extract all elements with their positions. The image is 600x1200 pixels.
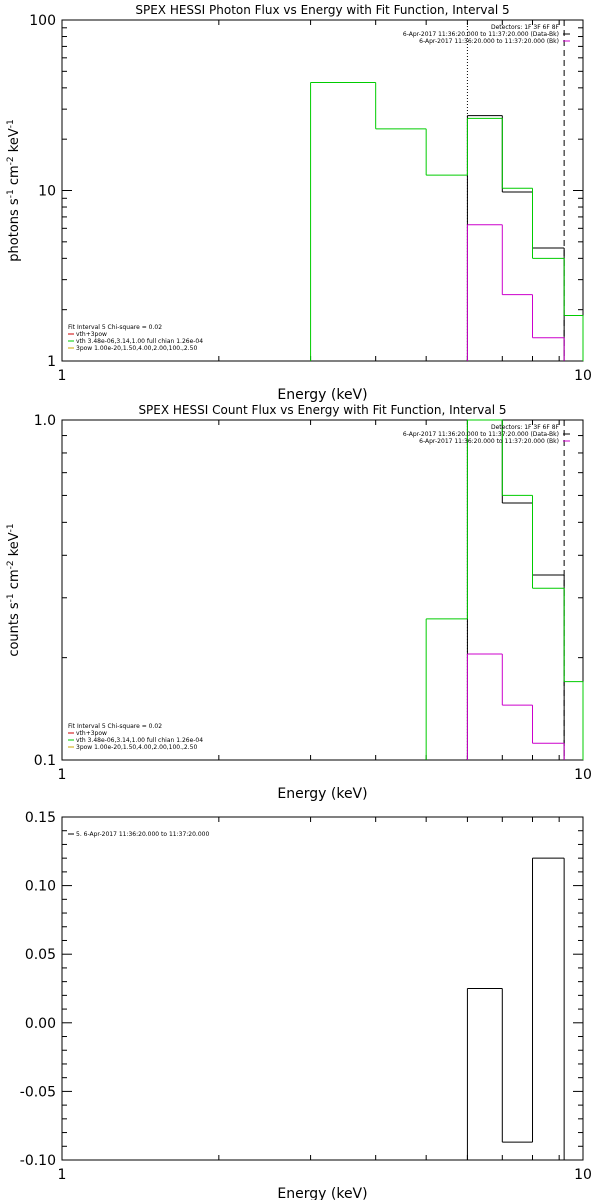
y-axis-label-part: -1: [6, 119, 16, 128]
legend-left-entry: 3pow 1.00e-20,1.50,4.00,2.00,100.,2.50: [76, 744, 197, 751]
legend-left-entry: vth+3pow: [76, 730, 107, 737]
y-tick-label: 0.00: [25, 1016, 56, 1032]
legend-left-entry: 3pow 1.00e-20,1.50,4.00,2.00,100.,2.50: [76, 345, 197, 352]
y-tick-label: -0.10: [20, 1153, 56, 1169]
legend-left-entry: 5. 6-Apr-2017 11:36:20.000 to 11:37:20.0…: [76, 831, 209, 838]
y-axis-label-part: keV: [7, 128, 22, 156]
y-tick-label: 0.10: [25, 879, 56, 895]
series-2: [425, 419, 584, 760]
y-axis-label-part: counts s: [7, 602, 22, 657]
y-axis-label: photons s-1 cm-2 keV-1: [6, 119, 22, 261]
y-axis-label-part: -1: [6, 189, 16, 198]
y-tick-label: 0.1: [34, 753, 56, 769]
x-tick-label: 10: [574, 1167, 592, 1183]
x-axis-label: Energy (keV): [277, 1186, 367, 1200]
legend-right-entry: Detectors: 1F 3F 6F 8F: [491, 424, 560, 431]
x-axis-label: Energy (keV): [277, 786, 367, 802]
y-tick-label: 1.0: [34, 413, 56, 429]
plot-frame: [61, 816, 584, 1161]
y-axis-label-part: -1: [6, 593, 16, 602]
chart-title: SPEX HESSI Photon Flux vs Energy with Fi…: [135, 3, 509, 17]
chart-panel-3: 1 10 -0.10 -0.05 0.00 0.05 0.10 0.15 Energy (keV…: [20, 810, 592, 1200]
y-axis-label-part: cm: [7, 165, 22, 189]
legend-left-entry: Fit Interval 5 Chi-square = 0.02: [68, 324, 162, 331]
y-axis-label-part: keV: [7, 532, 22, 560]
y-tick-label: 0.15: [25, 810, 56, 826]
legend-left-entry: vth+3pow: [76, 331, 107, 338]
legend-left-entry: Fit Interval 5 Chi-square = 0.02: [68, 723, 162, 730]
y-tick-label: -0.05: [20, 1084, 56, 1100]
chart-title: SPEX HESSI Count Flux vs Energy with Fit…: [138, 403, 506, 417]
series-3: [466, 653, 565, 760]
plot-frame: [61, 19, 584, 362]
x-tick-label: 1: [58, 767, 67, 783]
y-tick-label: 1: [47, 354, 56, 370]
legend-right-entry: Detectors: 1F 3F 6F 8F: [491, 24, 560, 31]
x-tick-label: 1: [58, 1167, 67, 1183]
legend-right-entry: 6-Apr-2017 11:36:20.000 to 11:37:20.000 …: [403, 431, 559, 438]
series-1: [466, 857, 565, 1160]
series-2: [310, 81, 584, 361]
y-axis-label-part: photons s: [7, 198, 22, 262]
x-tick-label: 10: [574, 368, 592, 384]
y-axis-label-part: -2: [6, 560, 16, 569]
chart-panel-1: SPEX HESSI Photon Flux vs Energy with Fi…: [6, 3, 592, 403]
plot-frame: [61, 419, 584, 761]
y-tick-label: 10: [38, 184, 56, 200]
legend-right-entry: 6-Apr-2017 11:36:20.000 to 11:37:20.000 …: [403, 31, 559, 38]
legend-left-entry: vth 3.48e-06,3.14,1.00 full chian 1.26e-…: [76, 338, 203, 345]
y-axis-label: counts s-1 cm-2 keV-1: [6, 523, 22, 656]
y-axis-label-part: cm: [7, 569, 22, 593]
x-axis-label: Energy (keV): [277, 387, 367, 403]
y-tick-label: 0.05: [25, 947, 56, 963]
y-axis-label-part: -1: [6, 523, 16, 532]
y-tick-label: 100: [29, 13, 56, 29]
series-1: [466, 419, 565, 760]
x-tick-label: 10: [574, 767, 592, 783]
legend-right-entry: 6-Apr-2017 11:36:20.000 to 11:37:20.000 …: [419, 438, 559, 445]
x-tick-label: 1: [58, 368, 67, 384]
chart-panel-2: SPEX HESSI Count Flux vs Energy with Fit…: [6, 403, 592, 802]
legend-right-entry: 6-Apr-2017 11:36:20.000 to 11:37:20.000 …: [419, 38, 559, 45]
series-1: [466, 115, 565, 361]
legend-left-entry: vth 3.48e-06,3.14,1.00 full chian 1.26e-…: [76, 737, 203, 744]
y-axis-label-part: -2: [6, 156, 16, 165]
series-3: [466, 224, 565, 361]
